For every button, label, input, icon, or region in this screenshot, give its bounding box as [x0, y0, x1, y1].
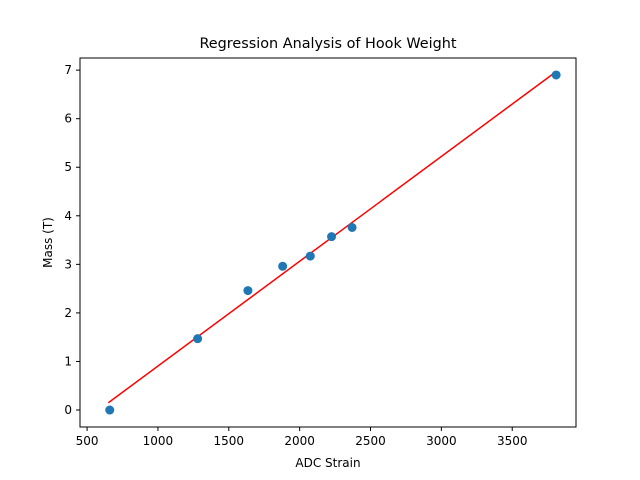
y-tick-label: 2	[64, 306, 72, 320]
chart-title: Regression Analysis of Hook Weight	[199, 36, 456, 52]
plot-content	[105, 70, 561, 415]
data-point	[327, 232, 337, 242]
x-tick-label: 3500	[497, 434, 528, 448]
x-tick-label: 1000	[143, 434, 174, 448]
y-tick-label: 0	[64, 403, 72, 417]
data-point	[278, 261, 288, 271]
y-tick-label: 3	[64, 257, 72, 271]
y-axis-ticks: 0 1 2 3 4 5 6 7	[64, 63, 80, 417]
x-tick-label: 1500	[214, 434, 245, 448]
y-tick-label: 4	[64, 209, 72, 223]
data-point	[305, 251, 315, 261]
x-tick-label: 3000	[426, 434, 457, 448]
x-tick-label: 500	[76, 434, 99, 448]
y-tick-label: 1	[64, 354, 72, 368]
data-point	[193, 334, 203, 344]
plot-frame	[79, 57, 577, 428]
x-tick-label: 2500	[355, 434, 386, 448]
x-axis-ticks: 500 1000 1500 2000 2500 3000 3500	[76, 427, 528, 448]
data-point	[243, 286, 253, 296]
data-point	[551, 70, 561, 80]
x-axis-label: ADC Strain	[295, 456, 360, 470]
y-tick-label: 7	[64, 63, 72, 77]
y-tick-label: 6	[64, 112, 72, 126]
data-point	[105, 405, 115, 415]
y-axis-label: Mass (T)	[41, 217, 55, 268]
x-tick-label: 2000	[284, 434, 315, 448]
data-point	[347, 222, 357, 232]
y-tick-label: 5	[64, 160, 72, 174]
